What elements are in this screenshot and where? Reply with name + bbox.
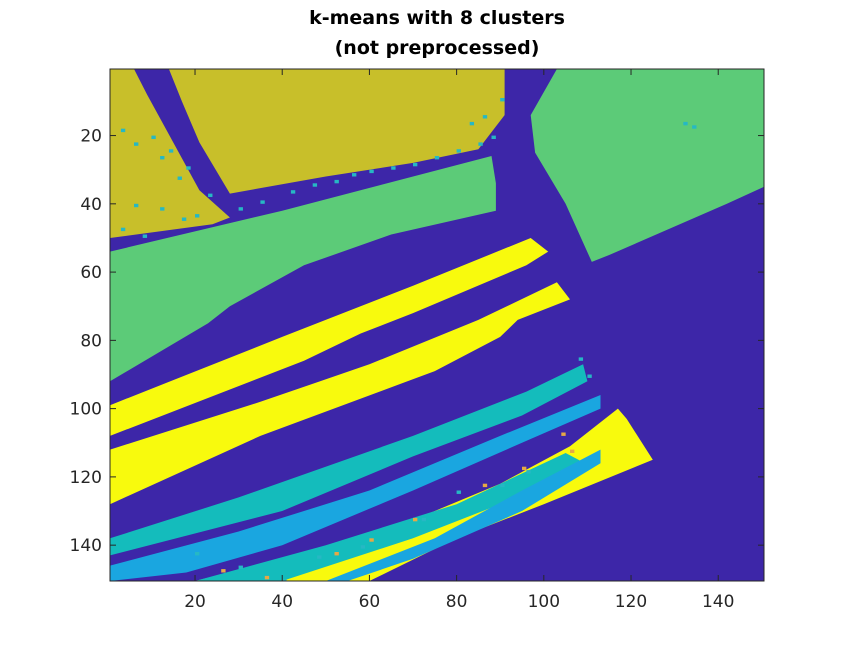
scattered-cyan-pixel: [391, 166, 396, 170]
y-tick-label: 20: [80, 127, 102, 147]
scattered-cyan-pixel: [134, 142, 139, 146]
scattered-cyan-pixel: [186, 166, 191, 170]
y-tick-label: 80: [80, 331, 102, 351]
axis-ticks: 20 40 60 80 100 120 140 20 40 60 80 100 120 140: [70, 69, 764, 612]
scattered-cyan-pixel: [434, 156, 440, 160]
x-tick-label: 60: [359, 592, 381, 612]
scattered-cyan-pixel: [260, 200, 265, 204]
scattered-cyan-pixel: [526, 470, 531, 474]
scattered-cyan-pixel: [177, 176, 182, 180]
x-tick-label: 140: [702, 592, 734, 612]
y-tick-label: 140: [70, 536, 102, 556]
scattered-cyan-pixel: [360, 545, 366, 549]
scattered-cyan-pixel: [195, 552, 200, 556]
scattered-cyan-pixel: [238, 565, 243, 570]
scattered-orange-pixel: [264, 575, 270, 580]
y-tick-label: 60: [80, 263, 102, 283]
scattered-cyan-pixel: [500, 483, 505, 488]
green-field-region: [530, 69, 764, 262]
scattered-cyan-pixel: [238, 207, 243, 211]
scattered-cyan-pixel: [120, 128, 126, 133]
scattered-cyan-pixel: [369, 169, 374, 174]
scattered-cyan-pixel: [142, 234, 148, 238]
scattered-cyan-pixel: [208, 193, 213, 198]
scattered-cyan-pixel: [282, 579, 287, 581]
olive-field-region: [110, 69, 230, 238]
scattered-cyan-pixel: [168, 149, 174, 153]
scattered-orange-pixel: [522, 466, 527, 471]
scattered-cyan-pixel: [290, 190, 296, 194]
scattered-cyan-pixel: [195, 214, 200, 218]
scattered-cyan-pixel: [578, 357, 584, 361]
scattered-cyan-pixel: [421, 517, 427, 522]
light-blue-strip: [110, 395, 601, 581]
scattered-cyan-pixel: [334, 179, 339, 184]
teal-strip: [195, 453, 592, 581]
scattered-cyan-pixel: [160, 156, 165, 160]
scattered-cyan-pixel: [160, 207, 165, 211]
scattered-cyan-pixel: [491, 135, 496, 140]
olive-field-region: [168, 69, 505, 194]
scattered-cyan-pixel: [683, 121, 688, 126]
scattered-cyan-pixel: [469, 121, 475, 126]
scattered-orange-pixel: [413, 517, 418, 522]
scattered-cyan-pixel: [317, 555, 322, 559]
y-tick-label: 40: [80, 195, 102, 215]
scattered-cyan-pixel: [456, 490, 461, 494]
scattered-cyan-pixel: [151, 135, 156, 140]
scattered-cyan-pixel: [692, 125, 697, 129]
cluster-image: [110, 69, 764, 581]
x-tick-label: 100: [528, 592, 560, 612]
scattered-cyan-pixel: [413, 162, 418, 167]
x-tick-label: 20: [184, 592, 206, 612]
scattered-cyan-pixel: [181, 217, 187, 221]
y-tick-label: 100: [70, 400, 102, 420]
scattered-cyan-pixel: [120, 227, 126, 232]
yellow-strip: [110, 238, 549, 436]
x-tick-label: 120: [615, 592, 647, 612]
scattered-cyan-pixel: [482, 115, 488, 119]
y-tick-label: 120: [70, 468, 102, 488]
scattered-orange-pixel: [570, 449, 575, 454]
chart-subtitle: (not preprocessed): [334, 37, 540, 59]
x-tick-label: 80: [446, 592, 468, 612]
scattered-cyan-pixel: [500, 98, 505, 102]
scattered-cyan-pixel: [456, 149, 461, 153]
scattered-orange-pixel: [334, 552, 339, 556]
scattered-cyan-pixel: [352, 173, 357, 177]
scattered-orange-pixel: [561, 432, 566, 436]
scattered-cyan-pixel: [587, 374, 592, 378]
scattered-cyan-pixel: [134, 203, 139, 208]
x-tick-label: 40: [271, 592, 293, 612]
yellow-strip: [110, 282, 570, 505]
scattered-orange-pixel: [482, 483, 488, 488]
chart-title: k-means with 8 clusters: [309, 7, 565, 29]
scattered-orange-pixel: [221, 569, 226, 573]
scattered-cyan-pixel: [312, 183, 318, 187]
scattered-cyan-pixel: [478, 142, 483, 146]
teal-strip: [110, 364, 588, 556]
axes-box: [109, 68, 765, 582]
scattered-orange-pixel: [369, 538, 374, 542]
green-field-region: [110, 156, 496, 382]
